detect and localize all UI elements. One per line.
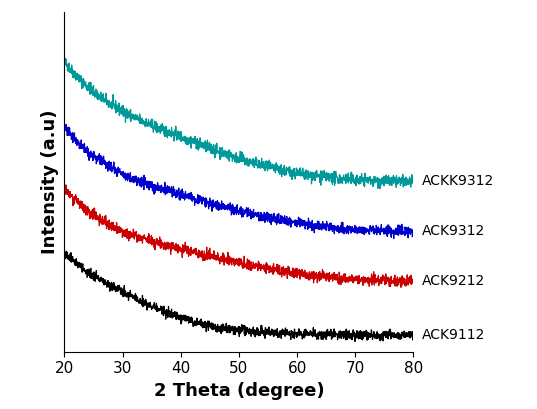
X-axis label: 2 Theta (degree): 2 Theta (degree)	[154, 382, 324, 400]
Text: ACK9212: ACK9212	[422, 274, 485, 288]
Y-axis label: Intensity (a.u): Intensity (a.u)	[41, 110, 59, 254]
Text: ACK9312: ACK9312	[422, 225, 485, 238]
Text: ACK9112: ACK9112	[422, 328, 485, 342]
Text: ACKK9312: ACKK9312	[422, 174, 494, 188]
